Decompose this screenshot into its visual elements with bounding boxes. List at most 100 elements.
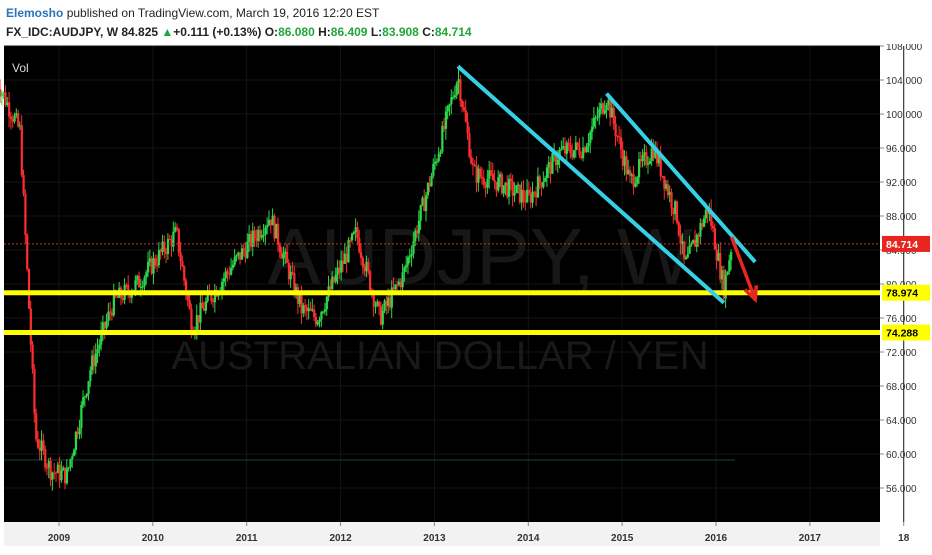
candle-body (260, 235, 263, 238)
close-label: C: (422, 25, 435, 39)
candle-body (459, 79, 462, 101)
candle-body (381, 310, 384, 325)
candle-body (365, 261, 368, 272)
candle-body (110, 312, 114, 316)
candle-body (551, 153, 554, 174)
candle-body (535, 192, 538, 198)
candle-body (300, 294, 303, 314)
y-tick-label: 104.000 (886, 76, 923, 87)
candle-body (100, 331, 103, 345)
candle-body (105, 320, 108, 329)
candle-body (695, 234, 698, 247)
candle-body (563, 146, 567, 154)
candle-body (78, 428, 81, 435)
candle-body (730, 252, 733, 261)
candle-body (513, 192, 516, 196)
candle-body (257, 229, 260, 241)
candle-body (423, 197, 426, 212)
price-tag-label: 74.288 (886, 328, 918, 340)
candle-body (684, 257, 688, 260)
candle-body (401, 272, 404, 288)
candle-body (320, 312, 323, 320)
candle-body (275, 223, 278, 239)
candle-body (711, 225, 715, 229)
candle-body (468, 133, 471, 157)
candle-body (444, 111, 448, 129)
candle-body (668, 192, 671, 196)
candle-body (51, 472, 54, 480)
candle-body (480, 176, 484, 179)
candle-body (544, 177, 547, 182)
candle-body (202, 308, 206, 311)
author-link[interactable]: Elemosho (6, 6, 64, 20)
candle-body (284, 251, 287, 255)
candle-body (367, 261, 370, 272)
candle-body (661, 175, 664, 177)
candle-body (385, 300, 388, 306)
candle-body (609, 100, 612, 118)
candle-body (520, 189, 523, 203)
candle-body (302, 305, 305, 314)
candle-body (139, 286, 143, 288)
candle-body (235, 255, 238, 257)
y-tick-label: 56.000 (886, 484, 917, 495)
candle-body (625, 156, 628, 175)
candle-body (206, 291, 209, 302)
candle-body (27, 269, 31, 309)
candle-body (645, 152, 648, 165)
candle-body (724, 274, 727, 299)
price-chart[interactable]: AUDJPY, W AUSTRALIAN DOLLAR / YEN 108.000… (0, 42, 932, 550)
candle-body (83, 396, 87, 398)
chart-svg[interactable]: AUDJPY, W AUSTRALIAN DOLLAR / YEN 108.000… (0, 42, 932, 550)
candle-body (533, 191, 536, 193)
candle-body (0, 93, 4, 97)
candle-body (591, 126, 594, 133)
candle-body (486, 178, 489, 188)
time-axis[interactable] (4, 522, 880, 546)
candle-body (296, 287, 300, 304)
watermark-symbol: AUDJPY, W (267, 212, 693, 301)
candle-body (354, 227, 357, 233)
candle-body (323, 309, 327, 312)
candle-body (69, 459, 72, 468)
y-tick-label: 92.000 (886, 178, 917, 189)
candle-body (168, 239, 171, 241)
up-arrow-icon: ▲ (161, 25, 174, 39)
candle-body (549, 162, 552, 174)
candle-body (406, 257, 410, 265)
candle-body (224, 271, 227, 279)
candle-body (665, 184, 668, 189)
candle-body (67, 467, 70, 469)
candle-body (174, 227, 177, 232)
candle-body (201, 302, 204, 309)
price-axis[interactable] (880, 46, 932, 522)
candle-body (392, 287, 395, 290)
candle-body (598, 108, 601, 118)
candle-body (331, 276, 334, 290)
candle-body (157, 249, 161, 266)
x-tick-label: 2014 (517, 533, 540, 544)
candle-body (313, 309, 316, 317)
candle-body (226, 271, 229, 273)
candle-body (547, 162, 550, 168)
candle-body (421, 197, 424, 206)
candle-body (632, 174, 635, 187)
candle-body (489, 170, 493, 174)
candle-body (693, 239, 697, 247)
candle-body (681, 241, 684, 245)
candle-body (325, 296, 328, 310)
candle-body (161, 241, 164, 252)
candle-body (8, 102, 11, 117)
candle-body (540, 182, 543, 188)
candle-body (641, 155, 644, 162)
candle-body (195, 315, 198, 330)
candle-body (562, 146, 565, 149)
candle-body (683, 241, 686, 260)
candle-body (715, 249, 718, 261)
candle-body (580, 155, 583, 159)
candle-body (159, 249, 162, 252)
candle-body (62, 467, 65, 471)
candle-body (405, 264, 408, 268)
candle-body (181, 261, 184, 267)
price-tag-label: 84.714 (886, 239, 918, 251)
